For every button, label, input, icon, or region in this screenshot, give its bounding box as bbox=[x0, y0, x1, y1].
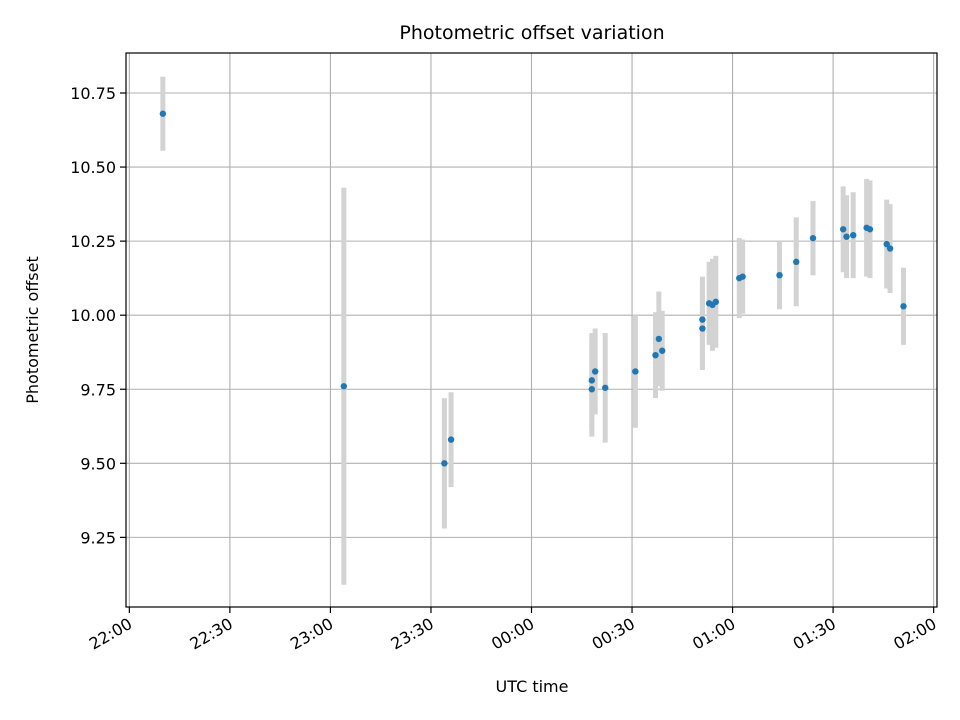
data-point bbox=[809, 234, 817, 242]
y-axis-ticks: 9.25 9.50 9.75 10.00 10.25 10.50 10.75 bbox=[70, 84, 126, 547]
y-tick-label: 9.25 bbox=[80, 528, 116, 547]
y-tick-label: 10.25 bbox=[70, 232, 116, 251]
data-point bbox=[159, 110, 167, 117]
data-point bbox=[712, 298, 720, 306]
data-point bbox=[866, 226, 874, 233]
y-tick-label: 10.00 bbox=[70, 306, 116, 325]
data-point bbox=[340, 383, 348, 390]
y-tick-label: 10.75 bbox=[70, 84, 116, 103]
y-tick-label: 10.50 bbox=[70, 158, 116, 177]
grid bbox=[126, 53, 937, 607]
data-point bbox=[447, 436, 455, 443]
data-point bbox=[900, 303, 907, 310]
data-points bbox=[159, 110, 907, 467]
data-point bbox=[699, 325, 706, 332]
data-point bbox=[699, 316, 706, 323]
y-tick-label: 9.50 bbox=[80, 454, 116, 473]
data-point bbox=[655, 335, 663, 343]
data-point bbox=[588, 386, 596, 393]
chart-title: Photometric offset variation bbox=[399, 22, 664, 44]
data-point bbox=[588, 377, 596, 384]
data-point bbox=[839, 226, 847, 233]
data-point bbox=[591, 368, 599, 375]
data-point bbox=[776, 271, 783, 279]
data-point bbox=[850, 231, 857, 239]
data-point bbox=[883, 240, 890, 248]
data-point bbox=[602, 384, 609, 391]
data-point bbox=[739, 273, 746, 280]
data-point bbox=[441, 460, 448, 467]
x-axis-label: UTC time bbox=[496, 677, 569, 696]
data-point bbox=[658, 347, 666, 354]
data-point bbox=[652, 351, 659, 359]
y-tick-label: 9.75 bbox=[80, 380, 116, 399]
data-point bbox=[843, 233, 850, 240]
data-point bbox=[886, 245, 894, 252]
data-point bbox=[793, 258, 800, 266]
data-point bbox=[632, 368, 639, 375]
y-axis-label: Photometric offset bbox=[23, 256, 42, 404]
